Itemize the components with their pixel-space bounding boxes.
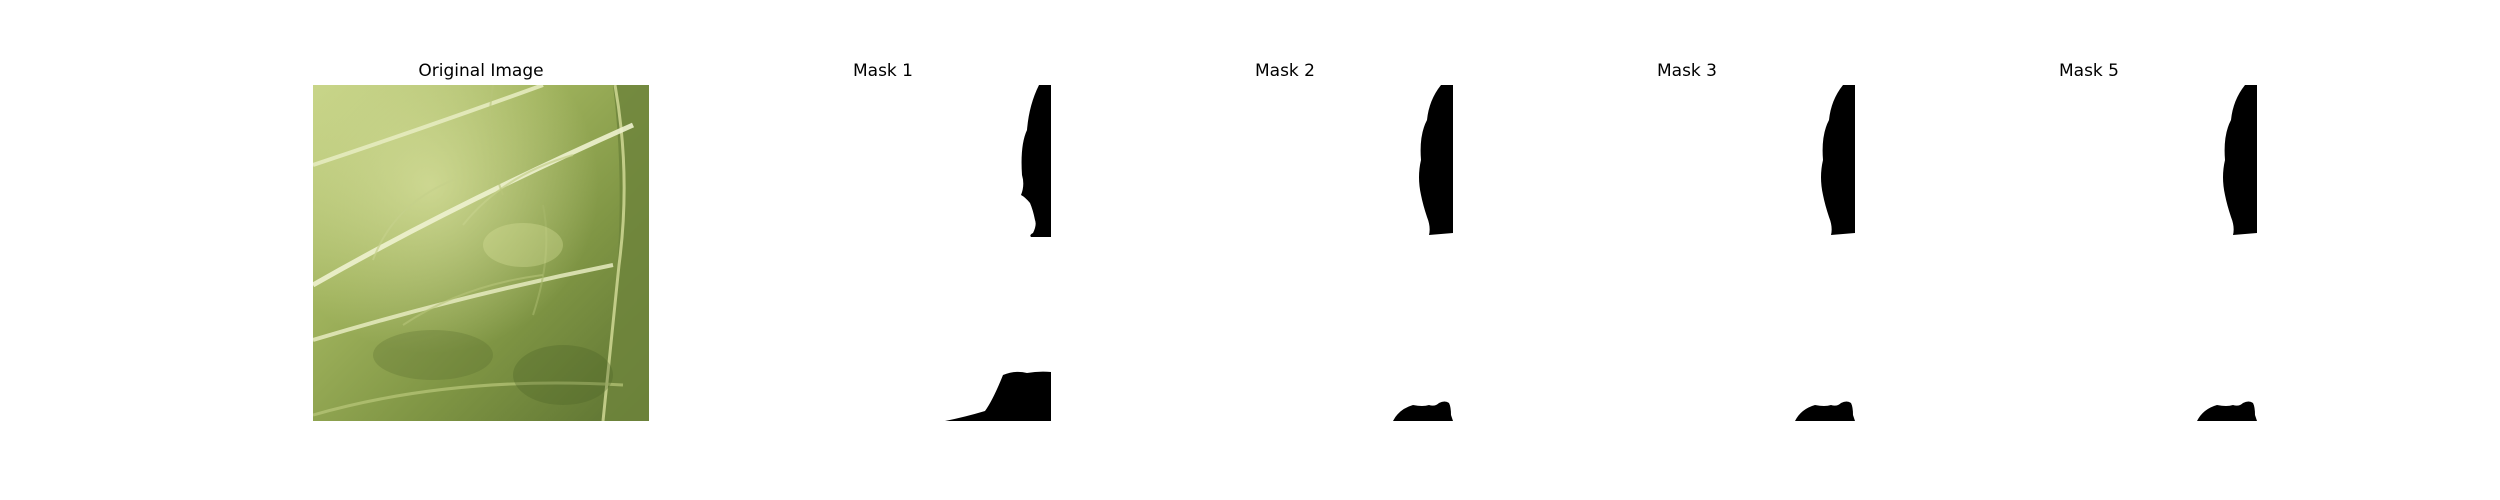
original-leaf-image xyxy=(313,85,649,421)
panel-mask-3: Mask 3 xyxy=(1519,56,1855,426)
panel-title: Mask 5 xyxy=(2058,61,2119,81)
mask-2-image xyxy=(1117,85,1453,421)
panel-mask-1: Mask 1 xyxy=(715,56,1051,426)
panel-title: Original Image xyxy=(418,61,544,81)
panel-title: Mask 2 xyxy=(1254,61,1315,81)
panel-mask-5: Mask 5 xyxy=(1921,56,2257,426)
mask-5-image xyxy=(1921,85,2257,421)
panel-original-image: Original Image xyxy=(313,56,649,426)
panel-mask-2: Mask 2 xyxy=(1117,56,1453,426)
mask-3-image xyxy=(1519,85,1855,421)
mask-1-image xyxy=(715,85,1051,421)
panel-title: Mask 1 xyxy=(852,61,913,81)
panel-title: Mask 3 xyxy=(1656,61,1717,81)
